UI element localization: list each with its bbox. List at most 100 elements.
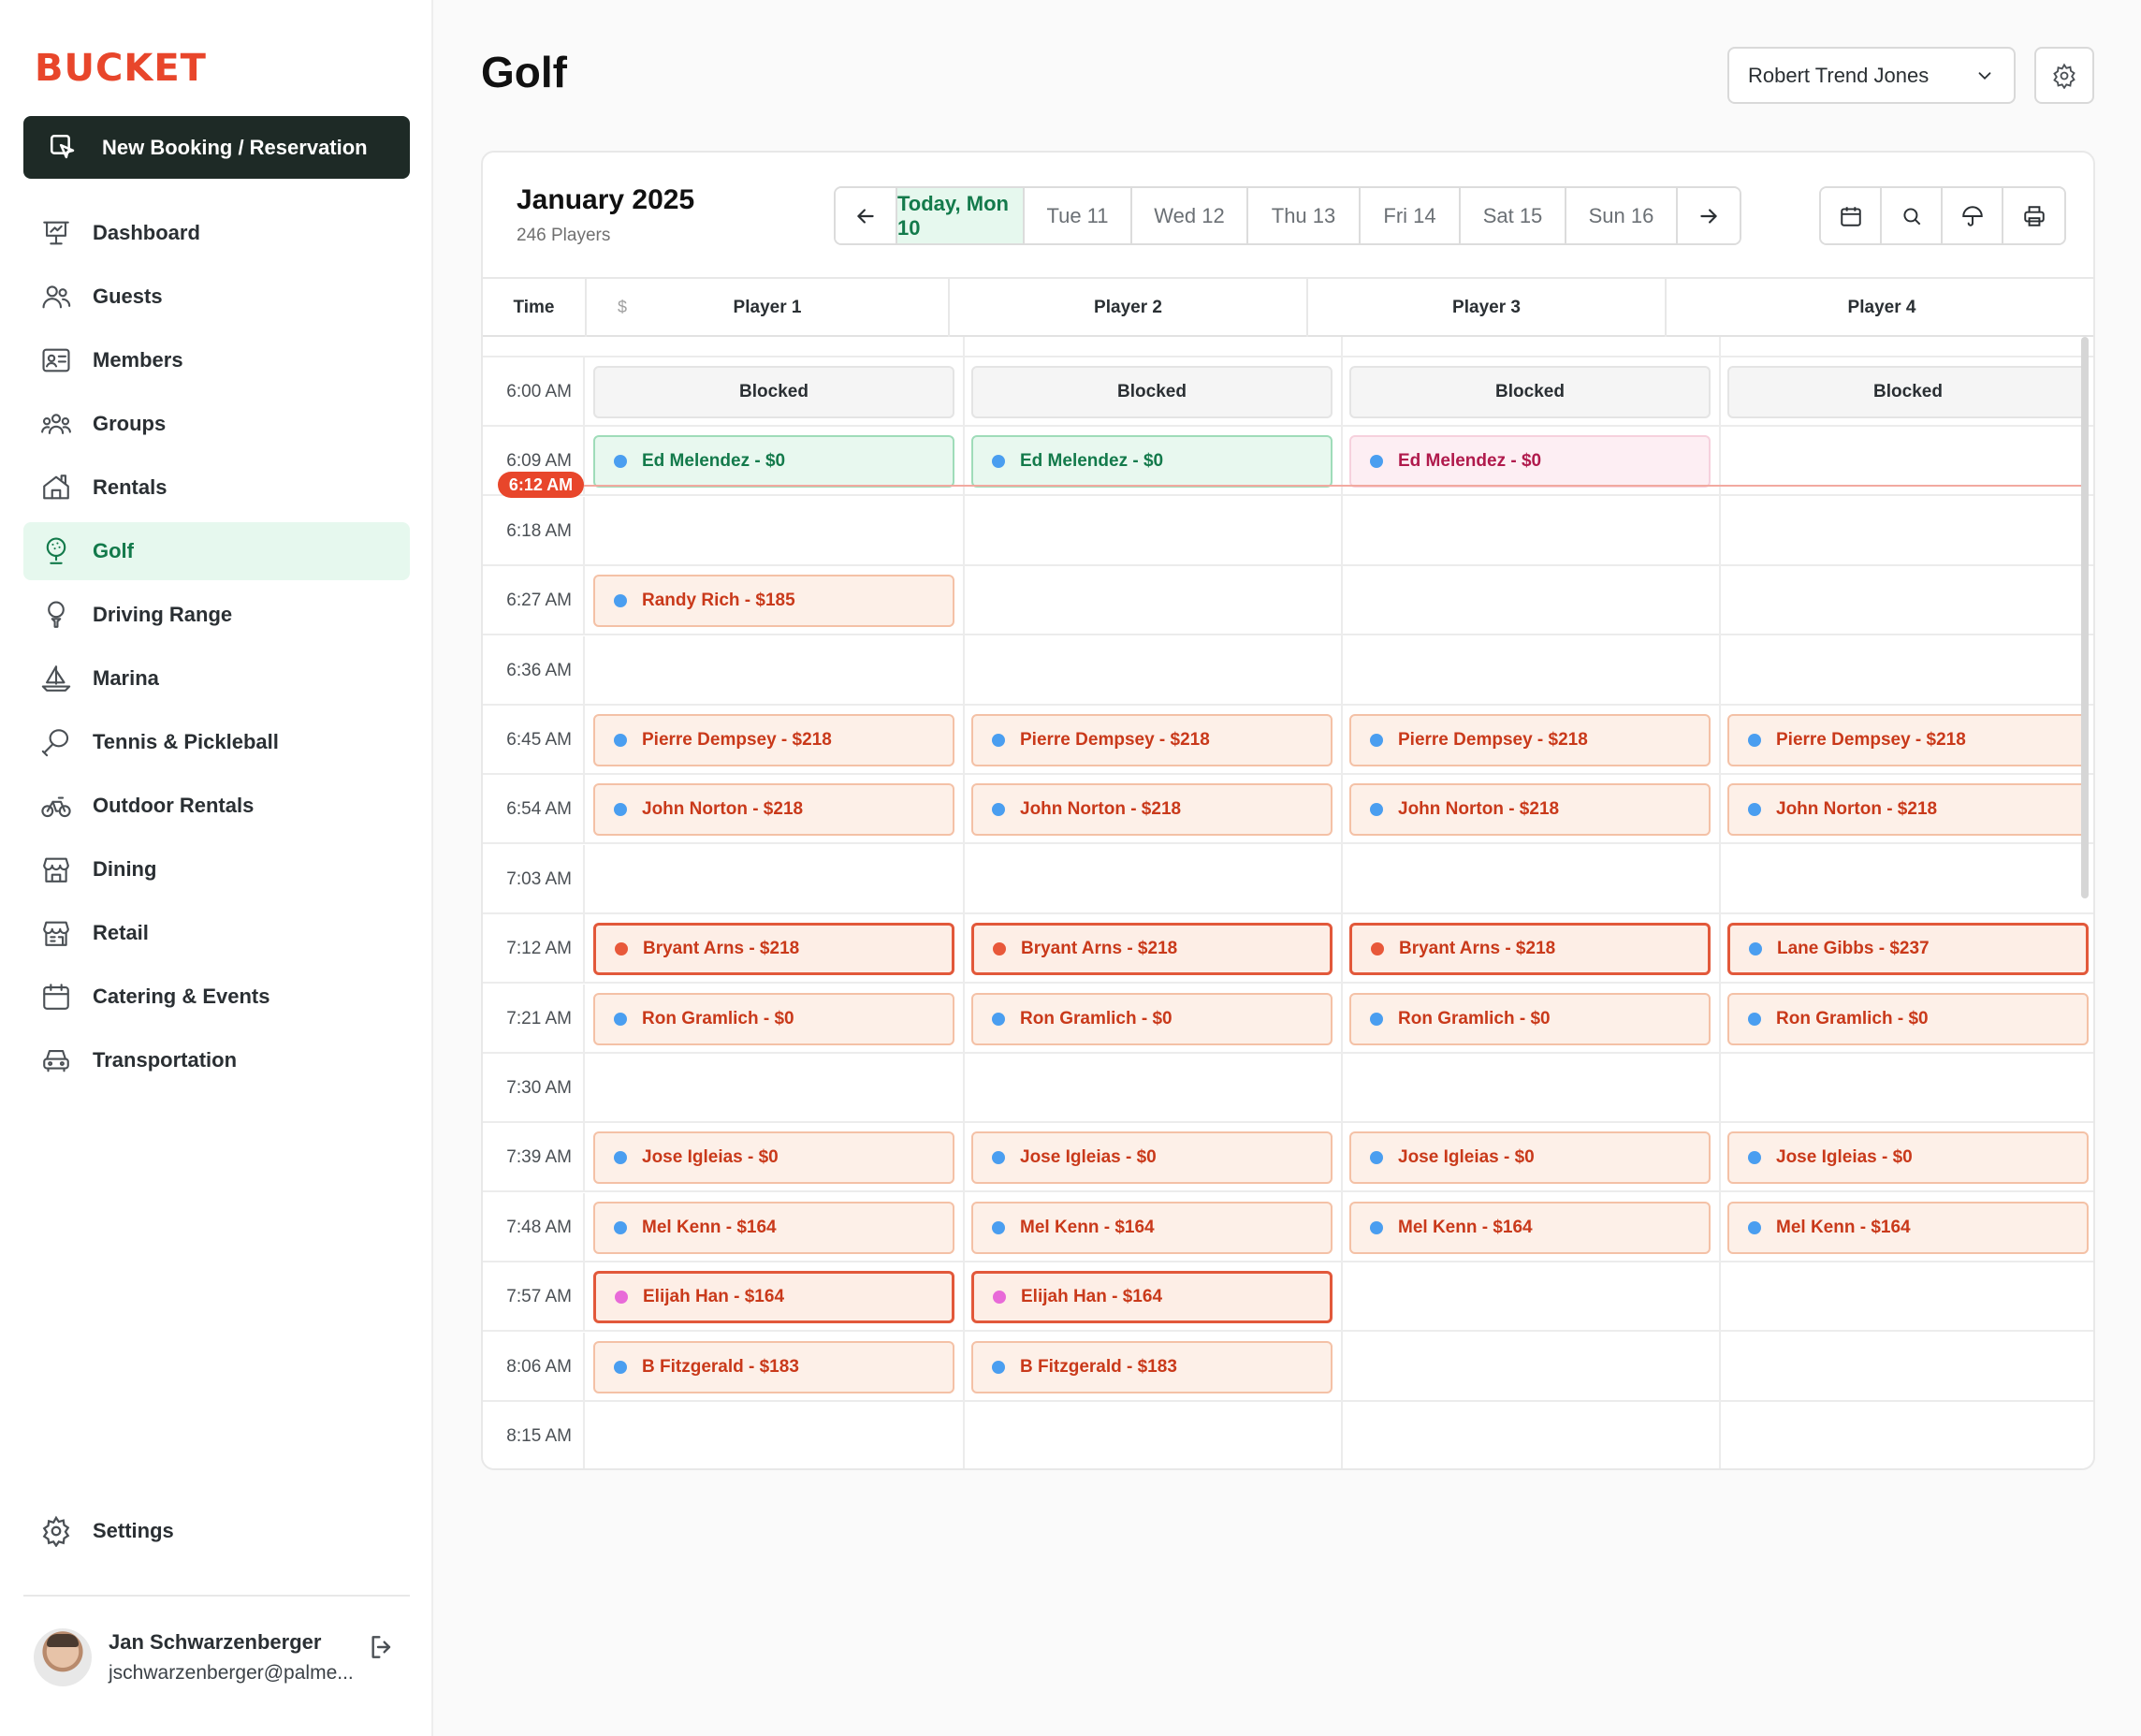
booking-slot[interactable]: Pierre Dempsey - $218 [1349, 714, 1711, 766]
booking-slot[interactable]: Randy Rich - $185 [593, 575, 954, 628]
sidebar-item-driving-range[interactable]: Driving Range [23, 586, 410, 644]
booking-slot[interactable]: Ron Gramlich - $0 [971, 992, 1333, 1045]
table-row: 6:54 AM [483, 775, 2093, 845]
day-tab[interactable]: Sat 15 [1461, 188, 1566, 243]
booking-slot[interactable]: Pierre Dempsey - $218 [593, 714, 954, 766]
umbrella-icon [1961, 205, 1983, 226]
logout-icon[interactable] [367, 1632, 397, 1662]
booking-slot[interactable]: Bryant Arns - $218 [593, 923, 954, 976]
sidebar-item-transportation[interactable]: Transportation [23, 1031, 410, 1089]
table-row [483, 288, 2093, 357]
booking-slot[interactable]: B Fitzgerald - $183 [593, 1340, 954, 1393]
current-time-line [584, 485, 2087, 488]
booking-slot[interactable]: Lane Gibbs - $237 [1727, 923, 2089, 976]
golf-tee-icon [40, 599, 72, 631]
prev-day-button[interactable] [836, 188, 897, 243]
car-icon [40, 1044, 72, 1076]
calendar-icon [1840, 206, 1861, 226]
booking-slot[interactable]: John Norton - $218 [971, 783, 1333, 837]
table-row: 6:09 AM [483, 427, 2093, 497]
table-row: 6:18 AM [483, 496, 2093, 566]
sidebar-item-retail[interactable]: Retail [23, 904, 410, 962]
booking-slot[interactable]: Jose Igleias - $0 [1349, 1131, 1711, 1185]
status-dot [993, 1291, 1006, 1305]
status-dot [1749, 942, 1762, 956]
booking-label: Jose Igleias - $0 [1398, 1147, 1535, 1168]
booking-slot[interactable]: Ron Gramlich - $0 [1349, 992, 1711, 1045]
booking-slot[interactable]: John Norton - $218 [593, 783, 954, 837]
search-button[interactable] [1882, 188, 1943, 243]
status-dot [1370, 803, 1383, 817]
price-column-header: $ [618, 298, 628, 316]
booking-slot[interactable]: John Norton - $218 [1727, 783, 2089, 837]
day-tab[interactable]: Wed 12 [1132, 188, 1248, 243]
table-row: 7:12 AM [483, 914, 2093, 985]
course-select[interactable]: Robert Trend Jones [1727, 47, 2016, 104]
print-button[interactable] [2003, 188, 2064, 243]
scrollbar[interactable] [2081, 337, 2089, 898]
weather-button[interactable] [1943, 188, 2003, 243]
booking-label: Ron Gramlich - $0 [1020, 1008, 1172, 1028]
blocked-slot[interactable]: Blocked [593, 366, 954, 418]
sidebar-item-rentals[interactable]: Rentals [23, 459, 410, 517]
next-day-button[interactable] [1678, 188, 1740, 243]
booking-slot[interactable]: Bryant Arns - $218 [1349, 923, 1711, 976]
booking-slot[interactable]: Mel Kenn - $164 [1349, 1201, 1711, 1254]
booking-slot[interactable]: Pierre Dempsey - $218 [971, 714, 1333, 766]
settings-button[interactable] [2034, 47, 2094, 104]
calendar-button[interactable] [1821, 188, 1882, 243]
sidebar-item-marina[interactable]: Marina [23, 649, 410, 708]
booking-slot[interactable]: Ron Gramlich - $0 [593, 992, 954, 1045]
booking-slot[interactable]: Ed Melendez - $0 [1349, 435, 1711, 489]
time-column-header: Time [513, 298, 555, 317]
user-name: Jan Schwarzenberger [109, 1630, 322, 1654]
booking-slot[interactable]: Elijah Han - $164 [971, 1271, 1333, 1324]
booking-slot[interactable]: Ed Melendez - $0 [593, 435, 954, 489]
sidebar-item-guests[interactable]: Guests [23, 268, 410, 326]
booking-slot[interactable]: Ron Gramlich - $0 [1727, 992, 2089, 1045]
sidebar-item-tennis-pickleball[interactable]: Tennis & Pickleball [23, 713, 410, 771]
sidebar-item-settings[interactable]: Settings [23, 1502, 410, 1560]
table-row: 7:57 AM [483, 1262, 2093, 1333]
sidebar-item-catering-events[interactable]: Catering & Events [23, 968, 410, 1026]
new-booking-button[interactable]: New Booking / Reservation [23, 116, 410, 179]
sidebar-item-label: Members [93, 348, 183, 372]
booking-label: Elijah Han - $164 [1021, 1287, 1163, 1307]
booking-label: John Norton - $218 [1020, 799, 1182, 820]
sidebar-item-dashboard[interactable]: Dashboard [23, 204, 410, 262]
presentation-icon [40, 217, 72, 249]
sidebar-item-members[interactable]: Members [23, 331, 410, 389]
booking-slot[interactable]: Bryant Arns - $218 [971, 923, 1333, 976]
sidebar-item-label: Dining [93, 857, 157, 881]
booking-slot[interactable]: Jose Igleias - $0 [971, 1131, 1333, 1185]
booking-slot[interactable]: Jose Igleias - $0 [593, 1131, 954, 1185]
booking-slot[interactable]: Mel Kenn - $164 [1727, 1201, 2089, 1254]
bucket-logo[interactable]: BUCKET [35, 47, 207, 90]
booking-slot[interactable]: Pierre Dempsey - $218 [1727, 714, 2089, 766]
blocked-slot[interactable]: Blocked [1727, 366, 2089, 418]
sidebar-item-dining[interactable]: Dining [23, 840, 410, 898]
sidebar-item-label: Rentals [93, 475, 167, 499]
booking-label: Mel Kenn - $164 [642, 1217, 777, 1237]
booking-label: Bryant Arns - $218 [1021, 939, 1178, 959]
user-profile[interactable]: Jan Schwarzenberger jschwarzenberger@pal… [34, 1628, 354, 1686]
booking-slot[interactable]: John Norton - $218 [1349, 783, 1711, 837]
chevron-down-icon [1978, 72, 1991, 80]
day-tab[interactable]: Sun 16 [1566, 188, 1678, 243]
booking-slot[interactable]: Mel Kenn - $164 [971, 1201, 1333, 1254]
sidebar-item-outdoor-rentals[interactable]: Outdoor Rentals [23, 777, 410, 835]
day-tab[interactable]: Fri 14 [1361, 188, 1461, 243]
booking-slot[interactable]: Elijah Han - $164 [593, 1271, 954, 1324]
booking-slot[interactable]: Mel Kenn - $164 [593, 1201, 954, 1254]
booking-slot[interactable]: Jose Igleias - $0 [1727, 1131, 2089, 1185]
blocked-slot[interactable]: Blocked [1349, 366, 1711, 418]
racket-icon [40, 726, 72, 758]
booking-slot[interactable]: B Fitzgerald - $183 [971, 1340, 1333, 1393]
blocked-slot[interactable]: Blocked [971, 366, 1333, 418]
day-tab[interactable]: Tue 11 [1025, 188, 1132, 243]
sidebar-item-groups[interactable]: Groups [23, 395, 410, 453]
sidebar-item-golf[interactable]: Golf [23, 522, 410, 580]
day-tab[interactable]: Today, Mon 10 [897, 188, 1025, 243]
booking-slot[interactable]: Ed Melendez - $0 [971, 435, 1333, 489]
day-tab[interactable]: Thu 13 [1248, 188, 1361, 243]
